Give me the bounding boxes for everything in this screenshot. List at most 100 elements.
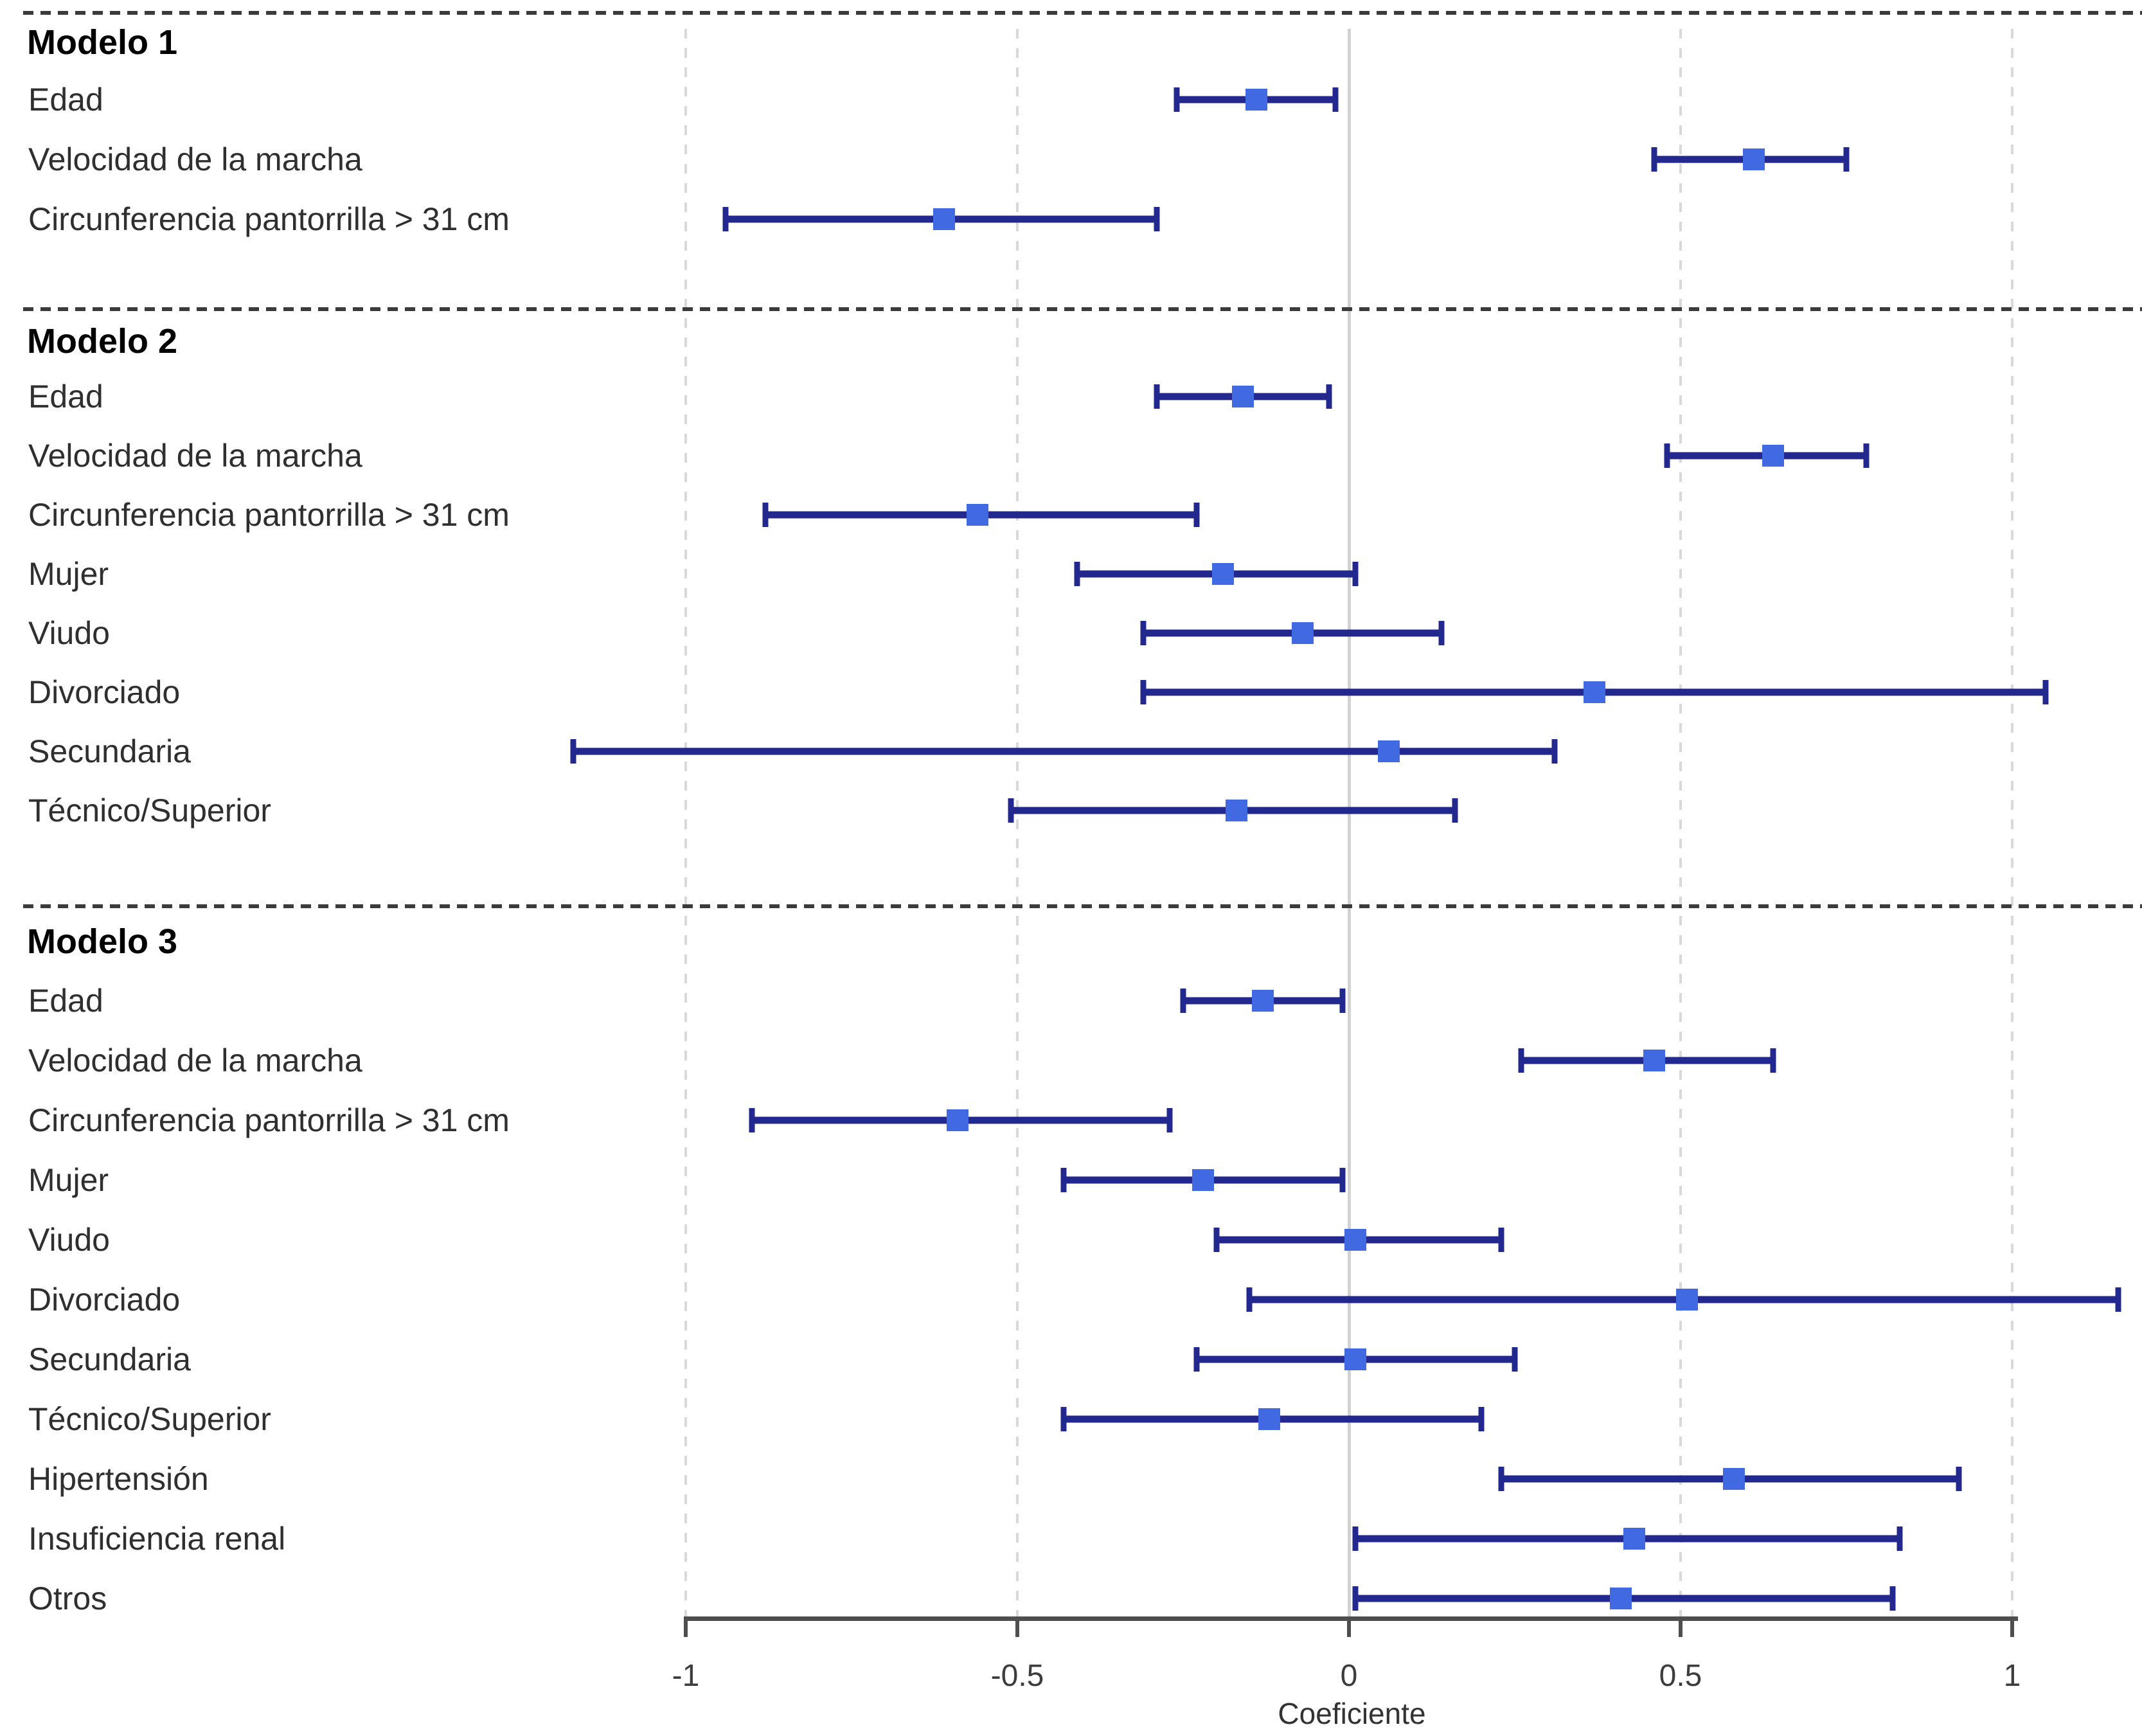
ci-lower-cap <box>1664 443 1670 468</box>
model-header: Modelo 2 <box>27 322 178 361</box>
ci-upper-cap <box>1193 503 1200 527</box>
estimate-marker <box>1762 445 1785 467</box>
estimate-marker <box>1291 622 1314 644</box>
x-axis-tick-label: 0 <box>1340 1659 1358 1693</box>
ci-lower-cap <box>1352 1586 1359 1611</box>
ci-upper-cap <box>1478 1407 1485 1431</box>
estimate-marker <box>1722 1468 1745 1490</box>
ci-lower-cap <box>1140 621 1147 645</box>
row-label: Viudo <box>28 1222 110 1258</box>
row-label: Velocidad de la marcha <box>28 1042 362 1078</box>
ci-lower-cap <box>749 1108 755 1132</box>
row-label: Secundaria <box>28 733 191 769</box>
gridline-0.5 <box>1679 29 1682 1616</box>
x-axis-tick-label: -0.5 <box>990 1659 1044 1693</box>
estimate-marker <box>1377 740 1400 762</box>
row-label: Otros <box>28 1580 107 1616</box>
ci-lower-cap <box>1060 1407 1067 1431</box>
ci-lower-cap <box>1140 680 1147 704</box>
row-label: Insuficiencia renal <box>28 1521 286 1557</box>
x-axis-tick <box>1347 1616 1351 1637</box>
estimate-marker <box>1610 1588 1632 1609</box>
x-axis-tick <box>2010 1616 2014 1637</box>
estimate-marker <box>1583 681 1605 703</box>
row-label: Técnico/Superior <box>28 792 271 828</box>
estimate-marker <box>1211 563 1234 585</box>
model-header: Modelo 3 <box>27 922 178 961</box>
gridline--1 <box>684 29 687 1616</box>
ci-upper-cap <box>1863 443 1870 468</box>
estimate-marker <box>1344 1229 1367 1251</box>
x-axis-line <box>686 1616 2018 1621</box>
x-axis-title: Coeficiente <box>1278 1697 1426 1730</box>
estimate-marker <box>947 1109 969 1131</box>
model-separator-line <box>23 904 2142 908</box>
ci-upper-cap <box>1352 562 1359 586</box>
row-label: Edad <box>28 82 103 118</box>
estimate-marker <box>1344 1348 1367 1370</box>
model-separator-line <box>23 11 2142 15</box>
estimate-marker <box>1623 1528 1645 1550</box>
ci-lower-cap <box>1074 562 1080 586</box>
ci-lower-cap <box>1213 1228 1220 1252</box>
confidence-interval-line <box>573 747 1555 755</box>
row-label: Divorciado <box>28 1282 181 1318</box>
ci-upper-cap <box>1889 1586 1896 1611</box>
row-label: Divorciado <box>28 674 181 710</box>
model-header: Modelo 1 <box>27 23 178 62</box>
ci-upper-cap <box>1498 1228 1504 1252</box>
ci-upper-cap <box>1326 384 1332 409</box>
estimate-marker <box>967 504 989 526</box>
estimate-marker <box>1191 1169 1214 1191</box>
row-label: Viudo <box>28 615 110 651</box>
ci-upper-cap <box>2115 1287 2121 1312</box>
row-label: Velocidad de la marcha <box>28 438 362 474</box>
estimate-marker <box>1251 990 1274 1012</box>
ci-lower-cap <box>1246 1287 1253 1312</box>
ci-lower-cap <box>762 503 769 527</box>
ci-upper-cap <box>1452 798 1458 823</box>
estimate-marker <box>1643 1050 1665 1071</box>
ci-lower-cap <box>1180 989 1186 1013</box>
estimate-marker <box>1258 1408 1281 1430</box>
row-label: Mujer <box>28 1162 109 1198</box>
x-axis-tick-label: 1 <box>2003 1659 2021 1693</box>
row-label: Circunferencia pantorrilla > 31 cm <box>28 1102 510 1138</box>
estimate-marker <box>933 208 956 230</box>
ci-lower-cap <box>1518 1048 1524 1073</box>
x-axis-tick <box>684 1616 688 1637</box>
model-separator-line <box>23 307 2142 311</box>
ci-lower-cap <box>1008 798 1014 823</box>
ci-lower-cap <box>1154 384 1160 409</box>
ci-lower-cap <box>1498 1467 1504 1491</box>
ci-upper-cap <box>1843 147 1850 172</box>
ci-lower-cap <box>570 739 576 764</box>
estimate-marker <box>1245 89 1267 111</box>
ci-upper-cap <box>1551 739 1558 764</box>
row-label: Técnico/Superior <box>28 1401 271 1437</box>
gridline-1 <box>2011 29 2013 1616</box>
row-label: Velocidad de la marcha <box>28 141 362 177</box>
x-axis-tick <box>1679 1616 1682 1637</box>
ci-upper-cap <box>1770 1048 1776 1073</box>
estimate-marker <box>1225 800 1247 821</box>
ci-upper-cap <box>1332 87 1339 112</box>
estimate-marker <box>1742 148 1765 170</box>
ci-upper-cap <box>1339 989 1346 1013</box>
ci-lower-cap <box>1060 1168 1067 1192</box>
row-label: Circunferencia pantorrilla > 31 cm <box>28 201 510 237</box>
x-axis-tick <box>1015 1616 1019 1637</box>
gridline--0.5 <box>1016 29 1019 1616</box>
row-label: Edad <box>28 983 103 1019</box>
ci-lower-cap <box>1651 147 1657 172</box>
ci-lower-cap <box>722 207 729 231</box>
x-axis-tick-label: 0.5 <box>1659 1659 1702 1693</box>
ci-upper-cap <box>1956 1467 1962 1491</box>
ci-lower-cap <box>1193 1347 1200 1372</box>
ci-upper-cap <box>2042 680 2049 704</box>
row-label: Mujer <box>28 556 109 592</box>
zero-reference-line <box>1348 29 1351 1616</box>
estimate-marker <box>1231 386 1254 407</box>
ci-upper-cap <box>1154 207 1160 231</box>
